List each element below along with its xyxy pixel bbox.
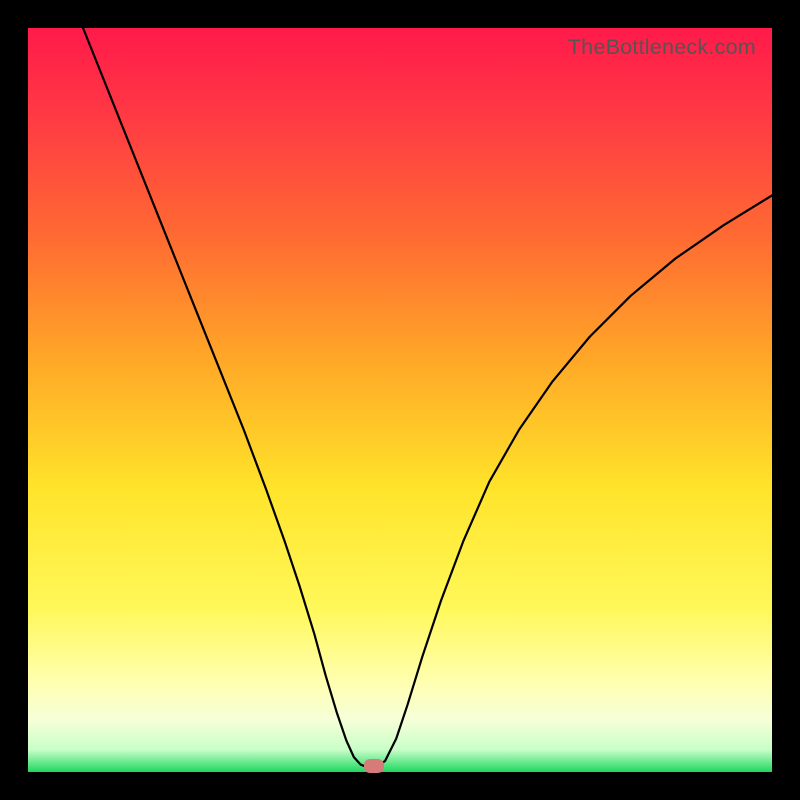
optimum-marker xyxy=(364,759,384,773)
plot-area xyxy=(28,28,772,772)
bottleneck-curve xyxy=(28,28,772,772)
watermark-text: TheBottleneck.com xyxy=(568,34,756,60)
chart-frame: TheBottleneck.com xyxy=(0,0,800,800)
